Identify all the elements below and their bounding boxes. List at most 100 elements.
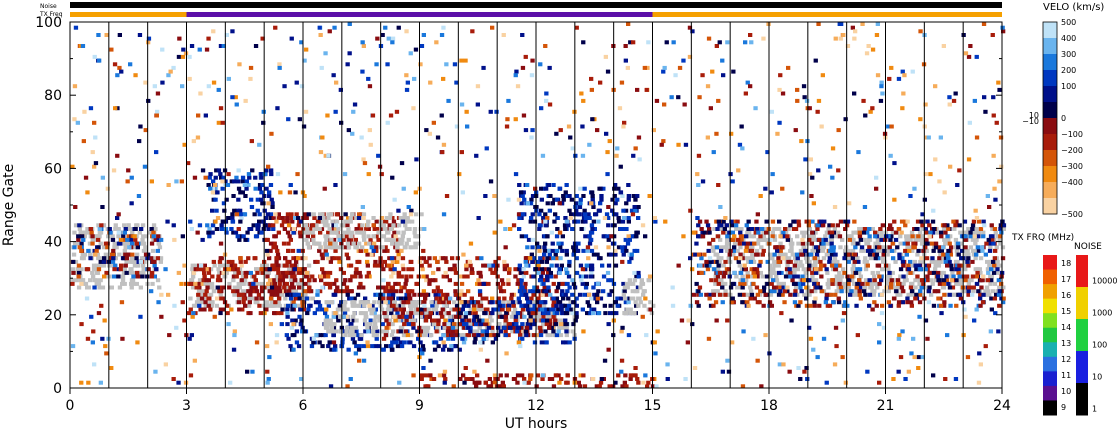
data-cell <box>421 314 426 319</box>
data-cell <box>457 307 462 312</box>
data-cell <box>238 219 243 224</box>
data-cell <box>821 241 826 246</box>
data-cell <box>342 230 348 235</box>
data-cell <box>289 278 294 283</box>
data-cell <box>368 318 373 323</box>
data-cell <box>332 256 337 261</box>
data-cell <box>914 267 919 272</box>
data-cell <box>344 325 350 330</box>
data-cell <box>974 281 980 286</box>
data-cell <box>811 237 816 242</box>
data-cell <box>422 333 427 338</box>
data-cell <box>400 234 405 239</box>
data-cell <box>249 197 254 202</box>
data-cell <box>424 311 429 316</box>
data-cell <box>260 281 265 286</box>
data-cell <box>76 274 81 279</box>
data-cell <box>382 227 387 231</box>
data-cell <box>271 263 276 268</box>
data-cell <box>947 285 953 290</box>
data-cell <box>863 285 868 290</box>
data-cell <box>746 248 751 253</box>
data-cell <box>395 259 400 264</box>
data-cell <box>400 256 406 261</box>
data-cell <box>957 278 962 283</box>
data-cell <box>587 241 593 246</box>
data-cell <box>509 292 515 297</box>
data-cell <box>134 256 139 261</box>
data-cell <box>174 325 179 330</box>
data-cell <box>881 259 886 264</box>
data-cell <box>291 300 296 305</box>
data-cell <box>719 227 725 231</box>
data-cell <box>913 285 918 290</box>
data-cell <box>632 205 637 209</box>
data-cell <box>355 230 360 235</box>
data-cell <box>755 227 760 231</box>
data-cell <box>206 303 211 308</box>
data-cell <box>431 322 436 327</box>
data-cell <box>127 241 133 246</box>
data-cell <box>79 248 84 253</box>
data-cell <box>208 267 214 272</box>
data-cell <box>983 252 988 257</box>
data-cell <box>296 256 301 261</box>
data-cell <box>677 65 683 70</box>
data-cell <box>468 325 473 330</box>
data-cell <box>262 208 267 213</box>
data-cell <box>365 263 370 268</box>
data-cell <box>952 292 957 297</box>
data-cell <box>326 329 331 334</box>
data-cell <box>285 212 291 217</box>
data-cell <box>829 263 835 268</box>
data-cell <box>334 219 340 224</box>
data-cell <box>704 263 709 268</box>
data-cell <box>411 344 417 349</box>
data-cell <box>768 267 773 272</box>
data-cell <box>74 278 79 283</box>
data-cell <box>557 325 562 330</box>
data-cell <box>785 270 790 275</box>
data-cell <box>238 256 243 261</box>
data-cell <box>628 377 633 381</box>
data-cell <box>229 263 234 268</box>
data-cell <box>858 285 863 290</box>
data-cell <box>554 131 559 136</box>
data-cell <box>398 340 404 345</box>
data-cell <box>762 227 767 231</box>
data-cell <box>887 270 892 275</box>
data-cell <box>236 292 242 297</box>
data-cell <box>160 80 165 85</box>
data-cell <box>197 278 203 283</box>
data-cell <box>290 289 295 294</box>
data-cell <box>274 219 279 224</box>
data-cell <box>807 263 812 268</box>
data-cell <box>375 329 380 334</box>
data-cell <box>221 285 226 290</box>
data-cell <box>317 241 322 246</box>
data-cell <box>73 259 79 264</box>
data-cell <box>468 329 473 334</box>
data-cell <box>283 274 289 279</box>
data-cell <box>90 237 95 242</box>
data-cell <box>250 296 255 301</box>
data-cell <box>275 311 281 316</box>
data-cell <box>359 135 364 140</box>
data-cell <box>568 307 573 312</box>
data-cell <box>320 219 325 224</box>
data-cell <box>193 263 198 268</box>
data-cell <box>502 267 507 272</box>
data-cell <box>151 223 157 228</box>
data-cell <box>375 36 380 41</box>
data-cell <box>792 300 798 305</box>
data-cell <box>857 292 862 297</box>
data-cell <box>380 245 385 250</box>
data-cell <box>297 230 303 235</box>
data-cell <box>916 234 921 239</box>
data-cell <box>904 252 909 257</box>
data-cell <box>865 369 870 374</box>
data-cell <box>236 300 242 305</box>
data-cell <box>515 373 521 378</box>
data-cell <box>424 274 429 279</box>
data-cell <box>696 183 701 187</box>
